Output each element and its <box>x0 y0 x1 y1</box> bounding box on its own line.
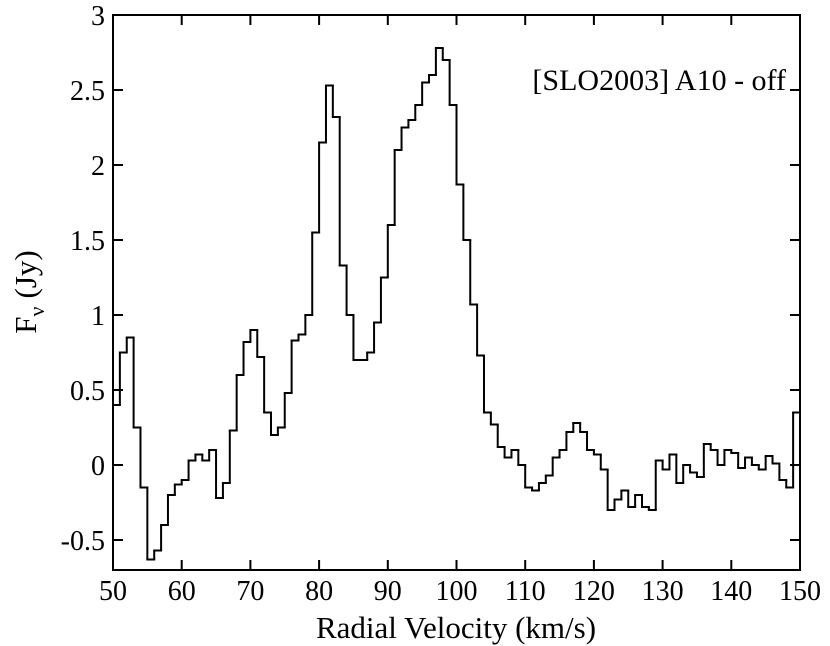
y-tick-label: 1.5 <box>70 226 105 257</box>
y-tick-label: 2.5 <box>70 76 105 107</box>
y-label-unit: (Jy) <box>8 250 43 298</box>
x-axis-label: Radial Velocity (km/s) <box>316 610 596 645</box>
x-tick-label: 50 <box>99 576 127 607</box>
y-label-sub: ν <box>24 306 49 316</box>
annotation: [SLO2003] A10 - off <box>532 64 786 97</box>
x-tick-label: 90 <box>374 576 402 607</box>
x-tick-label: 70 <box>236 576 264 607</box>
y-axis-label: Fν (Jy) <box>8 250 49 333</box>
y-tick-label: 1 <box>91 301 105 332</box>
x-tick-label: 80 <box>305 576 333 607</box>
y-label-main: F <box>8 316 43 333</box>
x-tick-label: 140 <box>710 576 752 607</box>
x-tick-label: 120 <box>573 576 615 607</box>
x-tick-label: 150 <box>779 576 821 607</box>
y-tick-label: -0.5 <box>61 526 105 557</box>
y-tick-label: 0 <box>91 451 105 482</box>
y-tick-label: 2 <box>91 151 105 182</box>
x-tick-label: 100 <box>436 576 478 607</box>
x-tick-label: 130 <box>642 576 684 607</box>
x-tick-label: 60 <box>168 576 196 607</box>
x-tick-label: 110 <box>505 576 546 607</box>
y-tick-label: 0.5 <box>70 376 105 407</box>
y-tick-label: 3 <box>91 1 105 32</box>
